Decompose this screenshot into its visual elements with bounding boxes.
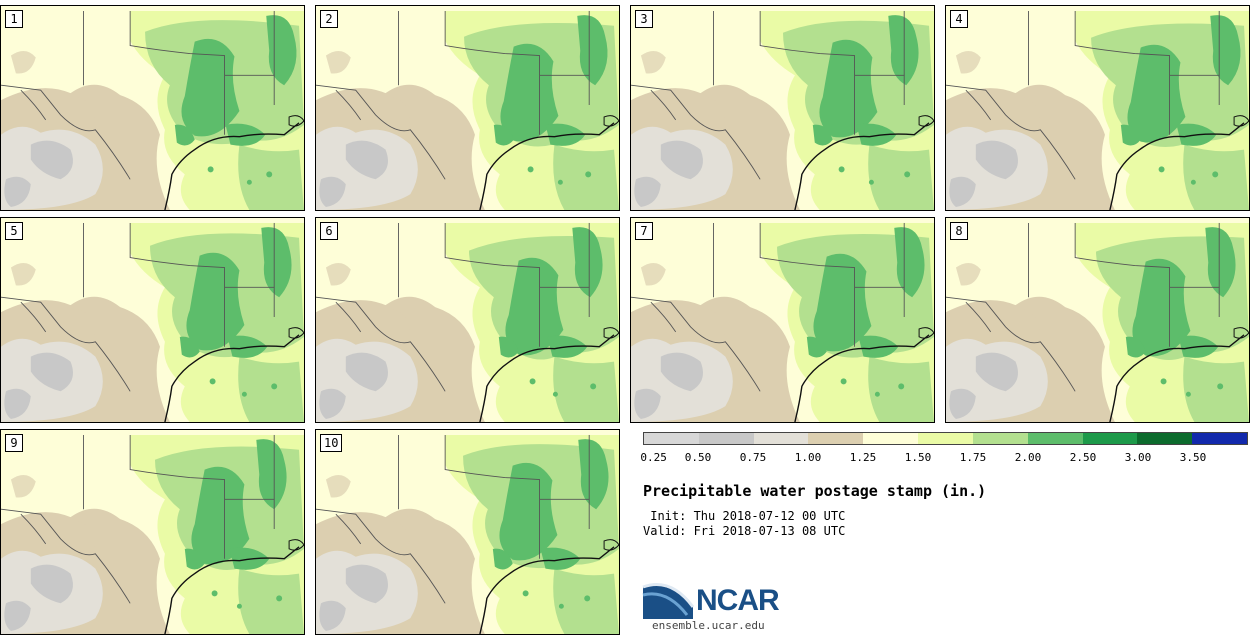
colorbar-tick-label: 1.00 xyxy=(794,451,822,464)
coastline xyxy=(479,546,615,634)
colorbar-swatch xyxy=(644,433,699,444)
member-map xyxy=(1,430,304,634)
wet-core xyxy=(500,43,559,142)
postage-stamp-member-9[interactable]: 9 xyxy=(0,429,305,635)
member-number-label: 9 xyxy=(5,434,23,452)
member-map xyxy=(631,6,934,210)
coastline xyxy=(164,546,300,634)
colorbar-tick-label: 0.50 xyxy=(684,451,712,464)
wet-core xyxy=(499,462,558,561)
ncar-logo-text: NCAR xyxy=(696,584,780,617)
colorbar-tick-label: 2.50 xyxy=(1069,451,1097,464)
colorbar-tick-label: 0.75 xyxy=(739,451,767,464)
member-number-label: 5 xyxy=(5,222,23,240)
coastline xyxy=(479,334,615,422)
chart-title: Precipitable water postage stamp (in.) xyxy=(643,482,987,500)
wet-core xyxy=(186,252,245,351)
member-map xyxy=(1,218,304,422)
colorbar-swatch xyxy=(1192,433,1247,444)
member-map xyxy=(1,6,304,210)
postage-stamp-member-4[interactable]: 4 xyxy=(945,5,1250,211)
wet-core xyxy=(505,257,564,356)
colorbar-swatch xyxy=(1082,433,1138,444)
coastline xyxy=(164,334,300,422)
coastline xyxy=(1109,334,1245,422)
member-map xyxy=(946,6,1249,210)
colorbar-tick-label: 3.50 xyxy=(1179,451,1207,464)
colorbar-tick-label: 3.00 xyxy=(1124,451,1152,464)
member-map xyxy=(316,218,619,422)
postage-stamp-member-10[interactable]: 10 xyxy=(315,429,620,635)
colorbar-swatch xyxy=(698,433,754,444)
colorbar-tick-label: 1.50 xyxy=(904,451,932,464)
colorbar-tick-label: 2.00 xyxy=(1014,451,1042,464)
wet-core xyxy=(1127,44,1186,143)
colorbar-swatch xyxy=(863,433,919,444)
wet-core xyxy=(1132,258,1191,357)
member-number-label: 10 xyxy=(320,434,343,452)
colorbar-swatch xyxy=(1137,433,1193,444)
colorbar-swatch xyxy=(753,433,809,444)
member-number-label: 7 xyxy=(635,222,653,240)
coastline xyxy=(1109,122,1245,210)
colorbar-tick-label: 0.25 xyxy=(640,451,667,464)
colorbar-labels: 0.25 0.50 0.75 1.00 1.25 1.50 1.75 2.00 2.50 3.00… xyxy=(640,451,1248,465)
member-number-label: 8 xyxy=(950,222,968,240)
ncar-logo-icon[interactable] xyxy=(641,577,801,621)
postage-stamp-member-5[interactable]: 5 xyxy=(0,217,305,423)
postage-stamp-member-3[interactable]: 3 xyxy=(630,5,935,211)
postage-stamp-member-7[interactable]: 7 xyxy=(630,217,935,423)
postage-stamp-member-2[interactable]: 2 xyxy=(315,5,620,211)
member-map xyxy=(631,218,934,422)
site-url[interactable]: ensemble.ucar.edu xyxy=(652,619,765,632)
coastline xyxy=(479,122,615,210)
member-number-label: 6 xyxy=(320,222,338,240)
colorbar-swatch xyxy=(918,433,973,444)
member-map xyxy=(316,6,619,210)
coastline xyxy=(794,334,930,422)
colorbar-swatch xyxy=(808,433,864,444)
colorbar xyxy=(643,432,1248,445)
coastline xyxy=(794,122,930,210)
member-number-label: 2 xyxy=(320,10,338,28)
colorbar-tick-label: 1.75 xyxy=(959,451,987,464)
member-number-label: 1 xyxy=(5,10,23,28)
postage-stamp-member-1[interactable]: 1 xyxy=(0,5,305,211)
member-map xyxy=(946,218,1249,422)
wet-core xyxy=(819,39,878,138)
postage-stamp-member-6[interactable]: 6 xyxy=(315,217,620,423)
wet-core xyxy=(191,466,250,565)
colorbar-tick-label: 1.25 xyxy=(849,451,877,464)
member-number-label: 3 xyxy=(635,10,653,28)
colorbar-swatch xyxy=(1027,433,1083,444)
wet-core xyxy=(813,253,872,352)
coastline xyxy=(164,122,300,210)
postage-stamp-member-8[interactable]: 8 xyxy=(945,217,1250,423)
member-number-label: 4 xyxy=(950,10,968,28)
colorbar-swatch xyxy=(972,433,1028,444)
init-time: Init: Thu 2018-07-12 00 UTC xyxy=(643,509,846,523)
member-map xyxy=(316,430,619,634)
valid-time: Valid: Fri 2018-07-13 08 UTC xyxy=(643,524,846,538)
